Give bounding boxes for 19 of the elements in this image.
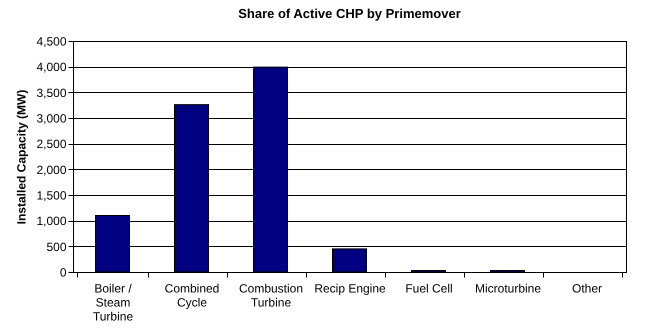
chart-title: Share of Active CHP by Primemover: [238, 6, 461, 21]
x-tick-label: Microturbine: [474, 282, 542, 296]
x-tick-label: Combustion Turbine: [238, 282, 304, 310]
y-tick-label: 2,500: [36, 137, 67, 152]
y-tick-label: 3,000: [36, 112, 67, 126]
y-tick-label: 500: [46, 240, 67, 254]
y-tick-label: 4,500: [36, 34, 67, 48]
y-axis-title: Installed Capacity (MW): [14, 90, 28, 224]
y-tick-label: 1,000: [36, 214, 67, 228]
x-tick-label: Boiler / Steam Turbine: [92, 282, 134, 324]
y-tick-label: 0: [60, 266, 67, 280]
x-tick-label: Fuel Cell: [405, 282, 453, 296]
x-tick-label: Other: [572, 282, 602, 296]
y-tick-label: 4,000: [36, 60, 67, 74]
x-tick-label: Combined Cycle: [164, 282, 220, 310]
y-tick-label: 1,500: [36, 188, 67, 202]
y-tick-label: 2,000: [36, 162, 67, 177]
x-tick-label: Recip Engine: [314, 282, 386, 296]
y-tick-label: 3,500: [36, 86, 67, 100]
